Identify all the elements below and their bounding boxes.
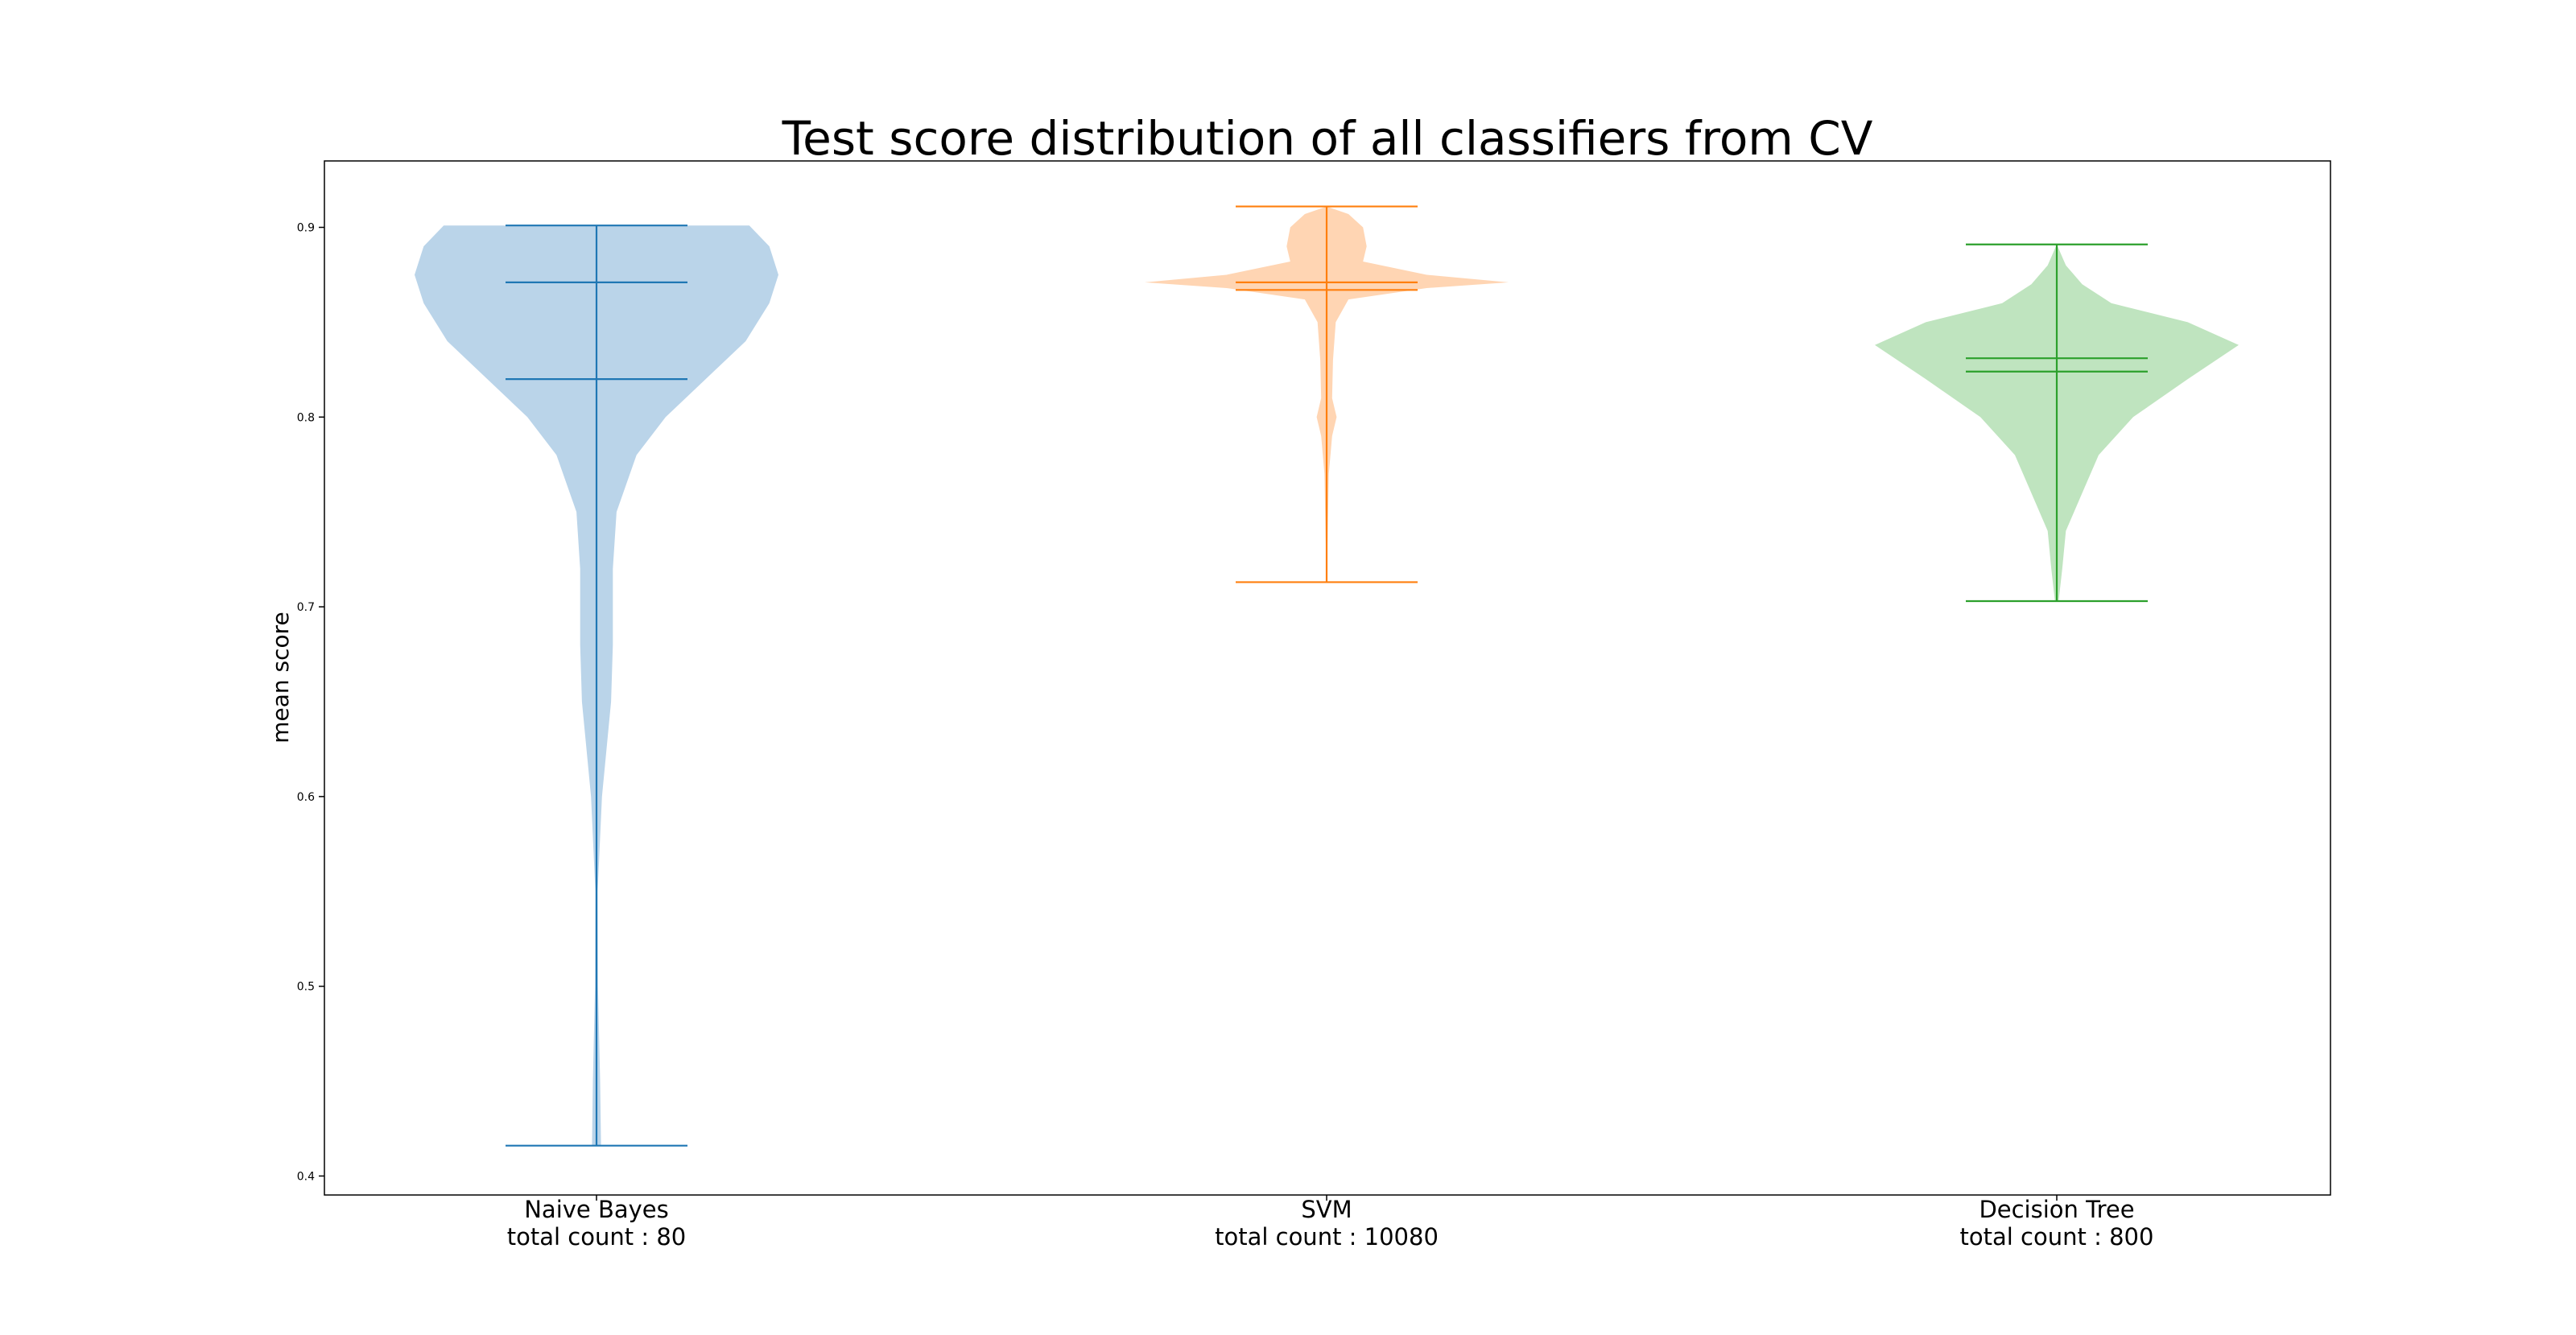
- x-tick-count-svm: total count : 10080: [1215, 1223, 1439, 1251]
- chart-title: Test score distribution of all classifie…: [782, 111, 1873, 166]
- y-tick-label: 0.9: [297, 222, 315, 235]
- plot-frame: [324, 160, 2331, 1196]
- x-tick-count-naive-bayes: total count : 80: [507, 1223, 686, 1251]
- y-tick-label: 0.6: [297, 791, 315, 804]
- y-tick-label: 0.4: [297, 1170, 315, 1183]
- y-tick-label: 0.8: [297, 411, 315, 424]
- stat-lines-layer: [506, 205, 2148, 1147]
- x-tick-count-decision-tree: total count : 800: [1960, 1223, 2154, 1251]
- y-axis-label: mean score: [267, 612, 294, 744]
- y-tick-label: 0.7: [297, 601, 315, 614]
- y-tick-label: 0.5: [297, 981, 315, 994]
- y-axis: 0.4 0.5 0.6 0.7 0.8 0.9: [297, 222, 324, 1183]
